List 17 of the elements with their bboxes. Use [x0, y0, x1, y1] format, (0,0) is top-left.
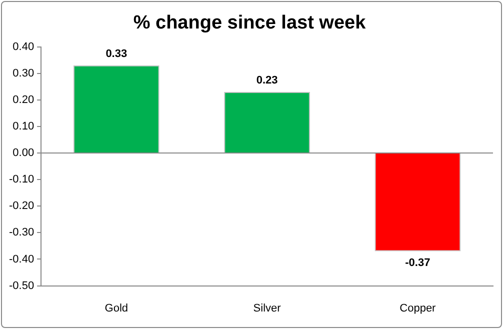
x-tick-label: Silver — [253, 302, 282, 314]
y-tick-label: 0.00 — [12, 147, 34, 160]
y-tick-label: 0.20 — [12, 94, 34, 106]
y-tick-label: 0.30 — [12, 67, 34, 80]
x-tick-label: Copper — [400, 302, 436, 314]
x-tick-label: Gold — [104, 302, 128, 314]
data-label: -0.37 — [405, 256, 430, 269]
y-tick-label: 0.10 — [12, 120, 34, 132]
y-tick-label: -0.50 — [8, 280, 34, 292]
y-tick-label: -0.40 — [8, 253, 34, 266]
y-tick-label: -0.20 — [8, 200, 34, 212]
y-tick-label: -0.30 — [8, 226, 34, 239]
chart-title: % change since last week — [133, 12, 366, 34]
data-label: 0.33 — [106, 48, 128, 60]
y-tick-label: 0.40 — [12, 40, 34, 53]
data-label: 0.23 — [256, 74, 278, 86]
y-tick-label: -0.10 — [8, 174, 34, 186]
